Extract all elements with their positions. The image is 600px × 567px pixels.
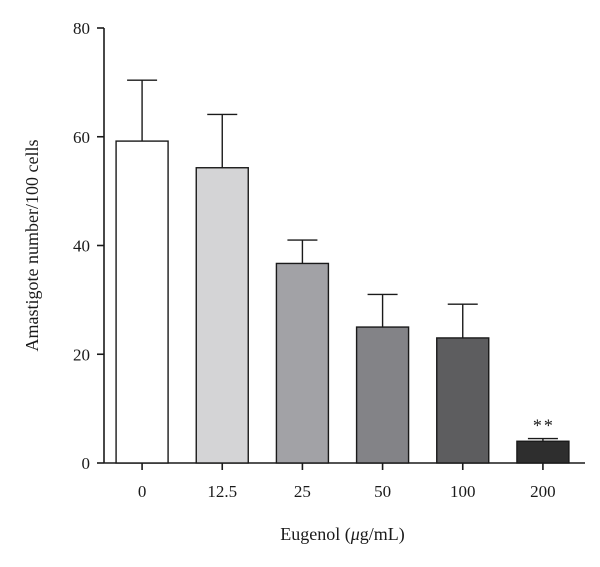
bars <box>115 140 570 464</box>
error-bars <box>127 79 558 442</box>
y-ticks: 0 20 40 60 80 <box>73 19 104 473</box>
significance-annotation: ** <box>533 416 555 436</box>
x-tick-label: 0 <box>138 482 147 501</box>
x-axis-title: Eugenol (μg/mL) <box>280 524 405 545</box>
y-tick-label: 80 <box>73 19 90 38</box>
y-axis-title: Amastigote number/100 cells <box>22 140 42 352</box>
x-axis-title-unit-mu: μ <box>350 524 360 544</box>
y-tick-label: 20 <box>73 345 90 364</box>
axes <box>103 28 585 464</box>
bar-12.5 <box>195 167 249 464</box>
bar-50 <box>355 326 410 464</box>
x-axis-title-prefix: Eugenol ( <box>280 524 350 545</box>
x-tick-label: 100 <box>450 482 476 501</box>
x-ticks: 0 12.5 25 50 100 200 <box>138 463 556 501</box>
bar-100 <box>436 337 490 464</box>
x-tick-label: 200 <box>530 482 556 501</box>
y-tick-label: 60 <box>73 128 90 147</box>
y-tick-label: 40 <box>73 237 90 256</box>
annotations: ** <box>533 416 555 436</box>
x-tick-label: 50 <box>374 482 391 501</box>
x-axis-title-suffix: g/mL) <box>360 524 405 545</box>
bar-25 <box>275 262 330 464</box>
x-tick-label: 25 <box>294 482 311 501</box>
bar-0 <box>115 140 169 464</box>
bar-200 <box>516 440 570 464</box>
y-tick-label: 0 <box>82 454 91 473</box>
x-tick-label: 12.5 <box>207 482 237 501</box>
